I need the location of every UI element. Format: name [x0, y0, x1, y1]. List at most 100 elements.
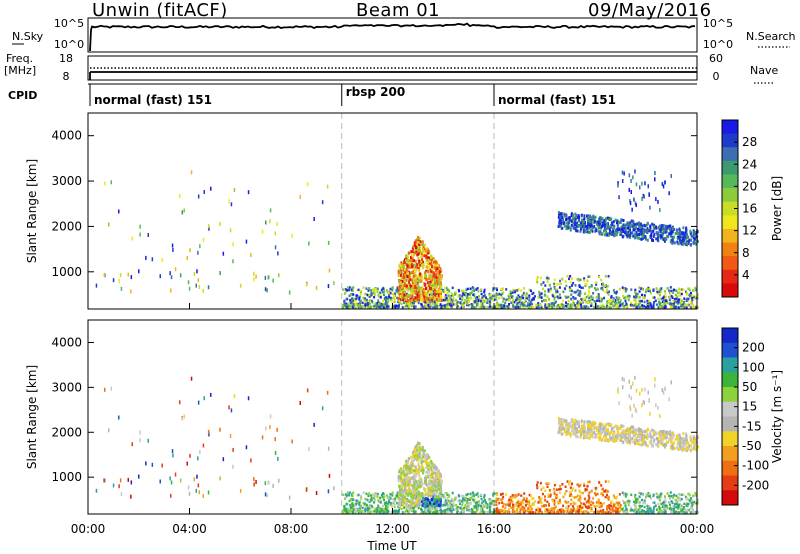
power-panel-cell	[569, 287, 572, 291]
power-panel-cell	[529, 306, 532, 309]
power-panel-cell	[629, 201, 632, 206]
velocity-panel-cell	[434, 511, 437, 514]
power-panel-cell	[440, 274, 443, 277]
velocity-panel-cell	[512, 509, 514, 512]
velocity-panel-cell	[358, 501, 361, 505]
velocity-panel-cell	[679, 493, 681, 496]
velocity-panel-cell	[321, 406, 324, 411]
power-panel-cell	[603, 284, 606, 288]
power-panel-cell	[610, 224, 613, 227]
power-panel-cell	[525, 292, 528, 295]
power-panel-cell	[498, 306, 501, 309]
power-panel-cell	[439, 299, 442, 303]
power-panel-cell	[662, 230, 665, 234]
power-panel-cell	[525, 294, 527, 298]
power-panel-cell	[375, 306, 378, 309]
power-panel-cell	[642, 296, 645, 300]
velocity-panel-cell	[692, 508, 695, 512]
power-panel-cell	[510, 293, 512, 297]
power-panel-cell	[483, 288, 486, 292]
velocity-panel-cell	[355, 509, 358, 513]
velocity-panel-cell	[571, 511, 574, 514]
velocity-panel-cell	[646, 509, 649, 513]
power-panel-cell	[399, 292, 402, 296]
power-panel-cell	[138, 269, 140, 274]
power-panel-cell	[499, 303, 502, 307]
power-panel-cell	[429, 306, 432, 309]
power-panel-cell	[659, 224, 662, 228]
velocity-panel-cell	[502, 495, 505, 499]
power-panel-cell	[397, 270, 400, 274]
velocity-panel-cell	[364, 504, 367, 508]
power-panel-cell	[425, 260, 428, 264]
power-panel-cell	[413, 259, 416, 263]
velocity-panel-cell	[493, 492, 496, 495]
power-panel-cell	[104, 181, 106, 186]
power-panel-cell	[690, 238, 692, 242]
power-panel-cell	[488, 300, 491, 303]
velocity-panel-cell	[504, 506, 507, 510]
velocity-panel-cell	[306, 388, 309, 393]
power-panel-cell	[432, 300, 435, 304]
power-panel-cell	[647, 184, 649, 189]
velocity-panel-cell	[169, 476, 171, 481]
power-panel-cell	[406, 302, 409, 305]
velocity-panel-cell	[407, 489, 410, 493]
power-panel-cell	[615, 296, 618, 299]
velocity-panel-cell	[405, 497, 408, 501]
power-panel-cell	[612, 304, 615, 307]
velocity-panel-cell	[461, 497, 464, 501]
power-panel-cell	[526, 295, 529, 298]
velocity-panel-cell	[452, 499, 455, 503]
power-panel-cell	[670, 289, 673, 293]
velocity-panel-cell	[423, 487, 425, 491]
power-panel-cell	[445, 303, 448, 307]
velocity-panel-cell	[493, 510, 496, 513]
power-panel-cell	[522, 306, 525, 309]
velocity-panel-cell	[587, 511, 590, 514]
power-panel-cell	[636, 302, 639, 306]
power-panel-cell	[413, 302, 415, 305]
power-panel-cell	[558, 286, 561, 289]
power-panel-cell	[374, 289, 377, 292]
power-panel-cell	[355, 297, 358, 301]
velocity-panel-cell	[495, 503, 498, 506]
power-panel-cell	[446, 291, 449, 295]
velocity-panel-cell	[414, 471, 417, 475]
power-panel-cell	[555, 288, 558, 292]
velocity-panel-cell	[198, 490, 201, 495]
power-panel-cell	[588, 286, 591, 289]
power-panel-cell	[578, 294, 581, 297]
power-panel-cell	[694, 234, 697, 238]
velocity-panel-cell	[423, 494, 426, 498]
power-panel-cell	[418, 287, 421, 291]
power-panel-cell	[639, 287, 642, 290]
velocity-panel-cell	[535, 483, 538, 487]
velocity-panel-cell	[424, 506, 427, 509]
power-panel-cell	[422, 306, 425, 309]
power-panel-cell	[520, 301, 523, 305]
power-panel-cell	[355, 296, 358, 299]
power-panel-cell	[679, 231, 682, 235]
velocity-panel-cell	[502, 502, 505, 506]
velocity-panel-cell	[421, 494, 424, 498]
velocity-panel-cell	[345, 508, 348, 512]
velocity-panel-cell	[411, 498, 413, 501]
power-panel-cell	[600, 278, 603, 282]
power-panel-cell	[561, 226, 564, 230]
power-panel-cell	[574, 227, 577, 231]
velocity-panel-cell	[253, 482, 255, 487]
power-panel-cell	[513, 289, 516, 293]
velocity-panel-cell	[580, 508, 582, 511]
velocity-panel-cell	[639, 505, 642, 508]
power-panel-cell	[553, 285, 556, 289]
power-panel-cell	[414, 260, 417, 264]
velocity-panel-cell	[409, 468, 412, 472]
velocity-panel-cell	[476, 508, 479, 511]
power-panel-cell	[108, 222, 110, 227]
velocity-panel-cell	[658, 507, 661, 511]
power-panel-cell	[222, 251, 225, 256]
velocity-panel-cell	[305, 487, 308, 492]
power-panel-cell	[496, 288, 498, 292]
velocity-panel-cell	[384, 507, 387, 510]
